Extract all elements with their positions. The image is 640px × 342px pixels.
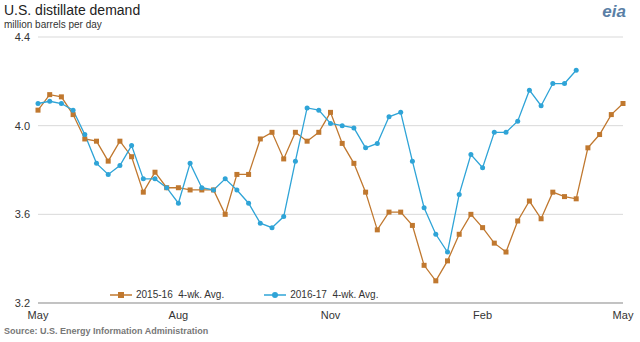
svg-text:May: May [613,309,632,321]
svg-text:4.4: 4.4 [15,31,30,43]
svg-text:Aug: Aug [169,309,189,321]
html-text:million barrels per day: million barrels per day [4,19,102,30]
html-text:2015-16 4-wk. Avg.: 2015-16 4-wk. Avg. [136,289,225,300]
html-text:U.S. distillate demand: U.S. distillate demand [4,2,141,18]
svg-text:3.2: 3.2 [15,297,30,309]
html-text:eia: eia [602,2,626,21]
svg-text:May: May [28,309,49,321]
svg-text:Nov: Nov [321,309,341,321]
svg-text:4.0: 4.0 [15,120,30,132]
html-text:Source: U.S. Energy Informatio: Source: U.S. Energy Information Administ… [4,326,209,336]
svg-text:3.6: 3.6 [15,208,30,220]
html-text:2016-17 4-wk. Avg.: 2016-17 4-wk. Avg. [290,289,379,300]
svg-text:Feb: Feb [473,309,492,321]
